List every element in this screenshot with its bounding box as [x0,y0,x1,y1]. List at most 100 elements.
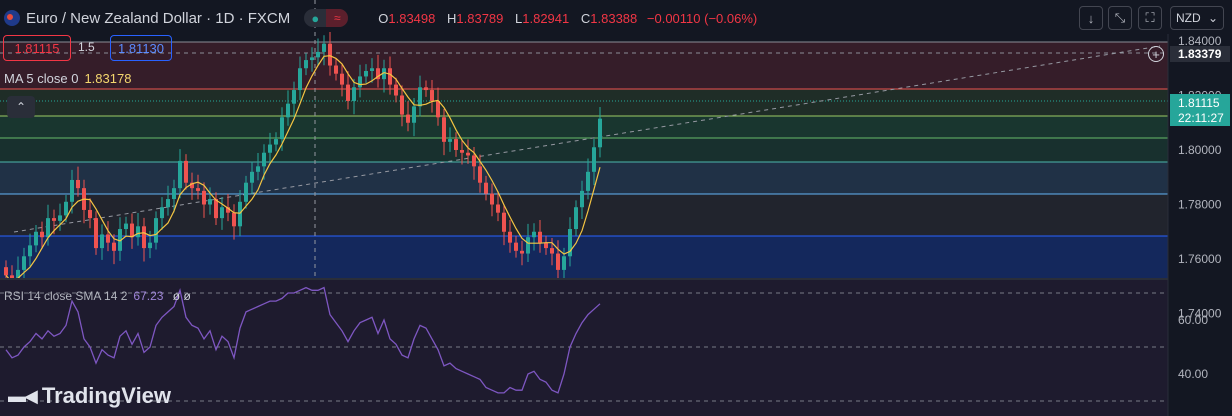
candle-body [28,245,32,257]
fib-band [0,162,1168,194]
ma-legend[interactable]: MA 5 close 0 1.83178 [4,71,131,86]
candle-body [364,70,368,77]
candle-body [466,152,470,156]
candle-body [34,231,38,246]
rsi-legend[interactable]: RSI 14 close SMA 14 2 67.23 ø ø [4,289,191,303]
candle-body [574,207,578,230]
candle-body [106,234,110,243]
add-alert-button[interactable]: + [1148,46,1164,62]
expand-icon: ⤡ [1114,10,1126,25]
open-label: O [378,10,389,26]
chevron-up-icon: ⌃ [15,100,27,114]
candle-body [556,253,560,270]
price-tick-label: 1.84000 [1178,34,1222,48]
rsi-line [5,286,601,394]
ma-value: 1.83178 [84,71,132,86]
candle-body [430,90,434,101]
sell-button[interactable]: 1.81115 [3,35,71,61]
candle-body [424,87,428,91]
candle-body [280,117,284,140]
rsi-background [0,280,1168,416]
candle-body [310,57,314,61]
candle-body [250,171,254,183]
candle-body [520,250,524,254]
fib-band [0,236,1168,278]
candle-body [388,68,392,85]
candle-body [592,147,596,172]
chevron-down-icon: ⌄ [1207,11,1218,25]
candle-body [256,166,260,172]
candle-body [202,190,206,205]
candle-body [406,114,410,123]
candle-body [454,139,458,150]
symbol-header: Euro / New Zealand Dollar · 1D · FXCM ● … [4,8,757,28]
currency-label: NZD [1176,11,1201,25]
symbol-title[interactable]: Euro / New Zealand Dollar · 1D · FXCM [26,9,291,27]
bar-countdown: 22:11:27 [1178,111,1224,125]
price-tick-label: 1.76000 [1178,252,1222,266]
candle-body [382,68,386,80]
candle-body [160,207,164,219]
fib-zones [0,0,1168,416]
download-button[interactable]: ↓ [1079,6,1103,30]
open-value: 1.83498 [388,10,436,26]
currency-flag-icon [4,10,20,26]
candle-body [136,226,140,238]
candle-body [232,212,236,227]
candle-body [568,229,572,257]
candle-body [358,76,362,88]
candle-body [76,179,80,189]
brand-name: TradingView [41,383,172,408]
candle-body [100,234,104,249]
candle-body [532,231,536,238]
ma-label: MA 5 close 0 [4,71,79,86]
candle-body [304,60,308,69]
candle-body [88,209,92,219]
candle-body [334,65,338,74]
ma-line [5,55,601,283]
sell-price: 1.81115 [14,40,60,56]
buy-price: 1.81130 [117,40,165,56]
candle-body [178,160,182,189]
candle-body [490,193,494,205]
tradingview-logo[interactable]: ▬◀ TradingView [8,383,171,409]
candle-body [496,204,500,213]
candle-body [130,223,134,238]
candle-body [58,215,62,221]
candle-body [292,90,296,104]
candle-body [502,212,506,232]
axis-background [1168,0,1232,416]
candle-body [40,231,44,238]
candle-body [142,226,146,249]
candle-body [298,68,302,91]
candle-body [472,155,476,167]
price-axis: 1.840001.820001.800001.780001.760001.740… [1167,0,1232,416]
candle-body [238,201,242,227]
candle-body [562,256,566,270]
last-price-value: 1.81115 [1178,96,1220,110]
collapse-legend-button[interactable]: ⌃ [7,96,35,118]
arrow-down-icon: ↓ [1087,10,1095,26]
low-value: 1.82941 [522,10,570,26]
currency-select[interactable]: NZD ⌄ [1170,6,1224,30]
candle-body [274,139,278,145]
candle-body [436,100,440,118]
candle-body [328,43,332,66]
candle-body [580,190,584,208]
candle-body [220,207,224,219]
candle-body [64,201,68,216]
candle-body [214,199,218,219]
fib-band [0,138,1168,162]
screenshot-button[interactable]: ⛶ [1138,6,1162,30]
candle-body [418,87,422,107]
candle-body [442,117,446,142]
market-status-pill[interactable]: ● ≈ [304,9,349,27]
buy-button[interactable]: 1.81130 [110,35,172,61]
candle-body [526,237,530,254]
candle-body [598,118,602,148]
price-tick-label: 1.78000 [1178,198,1222,212]
fullscreen-button[interactable]: ⤡ [1108,6,1132,30]
candle-body [370,68,374,71]
candle-body [448,139,452,142]
